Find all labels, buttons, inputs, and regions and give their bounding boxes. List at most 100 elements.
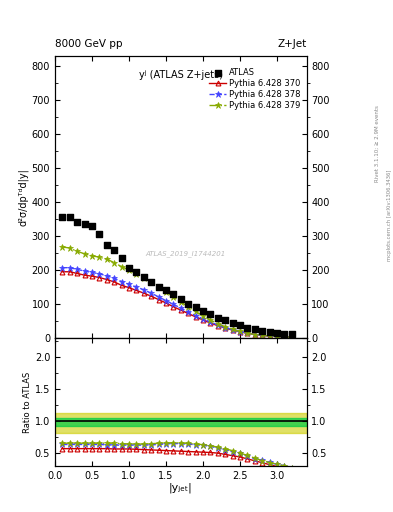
Pythia 6.428 370 — [275, 333, 279, 339]
Pythia 6.428 379 — [134, 271, 139, 277]
Pythia 6.428 378 — [134, 284, 139, 290]
Pythia 6.428 370 — [282, 334, 287, 340]
Y-axis label: Ratio to ATLAS: Ratio to ATLAS — [23, 371, 32, 433]
Pythia 6.428 378 — [97, 271, 102, 277]
ATLAS — [59, 214, 66, 222]
Text: yʲ (ATLAS Z+jets): yʲ (ATLAS Z+jets) — [139, 71, 223, 80]
Pythia 6.428 379 — [119, 264, 124, 270]
ATLAS — [193, 303, 199, 311]
Text: ATLAS_2019_I1744201: ATLAS_2019_I1744201 — [146, 250, 226, 257]
Pythia 6.428 379 — [238, 328, 242, 334]
Pythia 6.428 379 — [60, 244, 65, 250]
ATLAS — [274, 329, 280, 337]
ATLAS — [207, 310, 213, 318]
Pythia 6.428 370 — [82, 272, 87, 278]
Pythia 6.428 379 — [82, 251, 87, 257]
Pythia 6.428 370 — [186, 310, 191, 316]
ATLAS — [104, 241, 110, 249]
Pythia 6.428 378 — [178, 305, 183, 311]
ATLAS — [237, 321, 243, 329]
Pythia 6.428 379 — [68, 245, 72, 251]
Pythia 6.428 378 — [75, 266, 79, 272]
Pythia 6.428 379 — [208, 317, 213, 323]
Text: Z+Jet: Z+Jet — [277, 38, 307, 49]
Pythia 6.428 379 — [245, 330, 250, 336]
ATLAS — [230, 318, 236, 327]
ATLAS — [215, 313, 221, 322]
Pythia 6.428 370 — [260, 332, 264, 338]
Pythia 6.428 378 — [82, 268, 87, 274]
Pythia 6.428 370 — [105, 276, 109, 283]
Line: Pythia 6.428 379: Pythia 6.428 379 — [59, 244, 295, 340]
Pythia 6.428 379 — [105, 256, 109, 262]
Pythia 6.428 379 — [230, 326, 235, 332]
Pythia 6.428 370 — [178, 307, 183, 313]
ATLAS — [259, 327, 265, 335]
Pythia 6.428 379 — [252, 331, 257, 337]
Pythia 6.428 378 — [260, 332, 264, 338]
Pythia 6.428 379 — [223, 324, 228, 330]
Pythia 6.428 378 — [149, 290, 154, 296]
Pythia 6.428 370 — [230, 327, 235, 333]
Pythia 6.428 370 — [141, 290, 146, 296]
Pythia 6.428 378 — [223, 325, 228, 331]
Pythia 6.428 370 — [289, 334, 294, 340]
Pythia 6.428 379 — [141, 274, 146, 281]
Pythia 6.428 370 — [208, 320, 213, 326]
ATLAS — [156, 283, 162, 291]
Pythia 6.428 378 — [238, 329, 242, 335]
Pythia 6.428 370 — [223, 325, 228, 331]
ATLAS — [74, 218, 80, 226]
Pythia 6.428 370 — [163, 300, 168, 306]
X-axis label: |yⱼₑₜ|: |yⱼₑₜ| — [169, 482, 193, 493]
Pythia 6.428 379 — [97, 254, 102, 260]
Pythia 6.428 379 — [215, 321, 220, 327]
Pythia 6.428 370 — [193, 314, 198, 320]
ATLAS — [170, 290, 176, 298]
Pythia 6.428 378 — [171, 301, 176, 307]
ATLAS — [178, 295, 184, 303]
Pythia 6.428 378 — [127, 281, 131, 287]
Pythia 6.428 370 — [90, 273, 94, 279]
Text: 8000 GeV pp: 8000 GeV pp — [55, 38, 123, 49]
Pythia 6.428 370 — [75, 270, 79, 276]
Pythia 6.428 379 — [178, 299, 183, 305]
ATLAS — [288, 330, 295, 338]
Pythia 6.428 378 — [193, 312, 198, 318]
ATLAS — [200, 307, 206, 315]
Pythia 6.428 370 — [68, 269, 72, 275]
ATLAS — [126, 264, 132, 272]
Pythia 6.428 379 — [267, 333, 272, 339]
Pythia 6.428 379 — [90, 253, 94, 259]
Pythia 6.428 379 — [156, 284, 161, 290]
Pythia 6.428 379 — [193, 308, 198, 314]
ATLAS — [222, 316, 228, 325]
Pythia 6.428 379 — [171, 294, 176, 300]
Pythia 6.428 370 — [149, 293, 154, 299]
Line: Pythia 6.428 378: Pythia 6.428 378 — [59, 265, 295, 340]
Pythia 6.428 378 — [156, 294, 161, 300]
Pythia 6.428 378 — [252, 331, 257, 337]
Pythia 6.428 378 — [230, 327, 235, 333]
ATLAS — [111, 246, 118, 254]
Line: Pythia 6.428 370: Pythia 6.428 370 — [60, 269, 294, 339]
Pythia 6.428 370 — [156, 296, 161, 303]
Pythia 6.428 378 — [112, 275, 117, 281]
ATLAS — [89, 222, 95, 230]
Pythia 6.428 378 — [245, 330, 250, 336]
Pythia 6.428 370 — [134, 287, 139, 293]
ATLAS — [252, 325, 258, 333]
ATLAS — [118, 254, 125, 262]
Bar — [55, 418, 307, 425]
Pythia 6.428 378 — [208, 319, 213, 325]
Pythia 6.428 378 — [282, 334, 287, 340]
Pythia 6.428 379 — [289, 334, 294, 340]
ATLAS — [281, 329, 288, 337]
Pythia 6.428 370 — [112, 279, 117, 285]
Pythia 6.428 379 — [127, 267, 131, 273]
Pythia 6.428 379 — [275, 333, 279, 339]
ATLAS — [133, 268, 140, 276]
Pythia 6.428 378 — [90, 269, 94, 275]
Pythia 6.428 379 — [75, 248, 79, 254]
Text: Rivet 3.1.10; ≥ 2.9M events: Rivet 3.1.10; ≥ 2.9M events — [375, 105, 380, 182]
